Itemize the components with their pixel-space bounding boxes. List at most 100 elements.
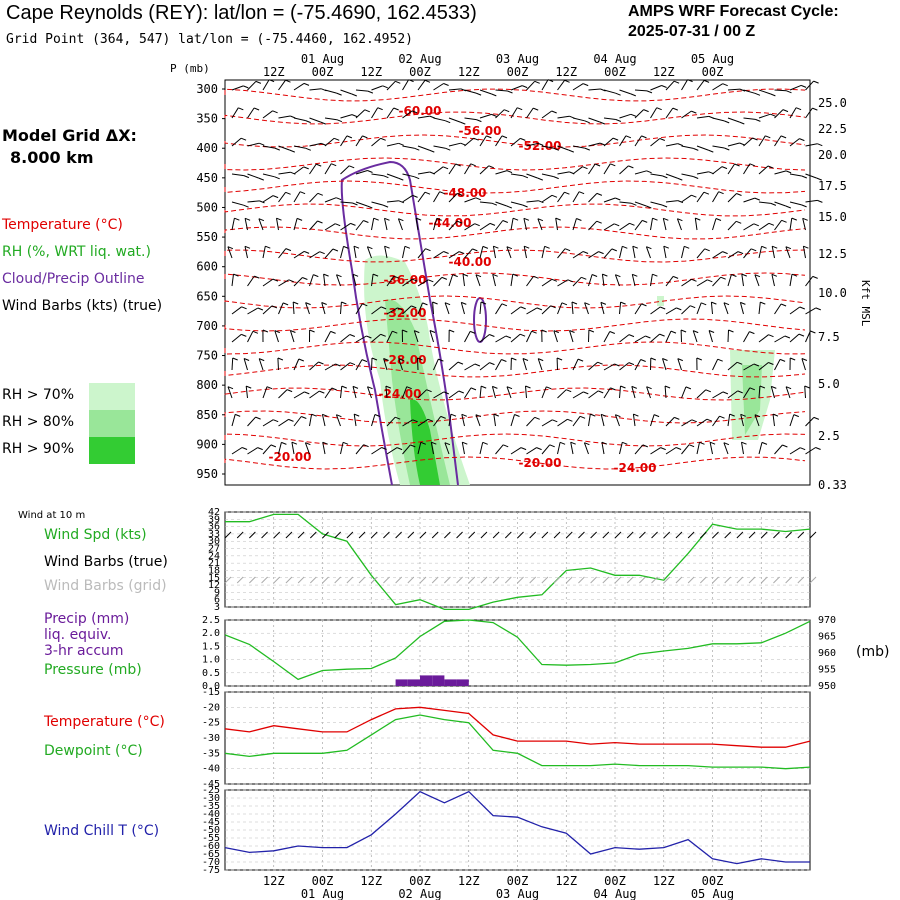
- wind-barb-feather: [749, 331, 755, 335]
- wind-barb-true: [273, 531, 281, 539]
- wind-barb: [526, 447, 537, 455]
- wind-barb-feather: [415, 217, 422, 221]
- bottom-hour-label: 00Z: [312, 874, 334, 888]
- wind-barb-feather: [815, 447, 821, 450]
- wind-barb-feather: [398, 177, 404, 181]
- wind-barb-feather: [544, 245, 550, 249]
- wind-barb-true: [797, 531, 805, 539]
- wind-barb: [802, 218, 806, 231]
- wind-barb-true: [456, 531, 463, 539]
- wind-barb: [493, 414, 496, 427]
- wind-barb-feather: [803, 245, 809, 249]
- wind-barb-feather: [556, 357, 563, 361]
- wind-barb: [727, 414, 731, 427]
- wind-barb-feather: [367, 90, 374, 94]
- wind-barb-feather: [749, 387, 755, 391]
- wind-barb-feather: [492, 385, 498, 389]
- wind-barb-grid: [553, 576, 561, 584]
- wind-barb: [371, 414, 376, 427]
- temperature-contour: [224, 318, 806, 332]
- cycle-line-2: 2025-07-31 / 00 Z: [628, 23, 756, 40]
- wind-barb: [278, 79, 286, 91]
- wind-barb: [681, 79, 689, 91]
- wind-barb-feather: [493, 245, 499, 249]
- wind-barb-feather: [628, 362, 635, 366]
- precip-bar: [456, 679, 469, 686]
- wind-speed-tick-label: 18: [208, 565, 220, 576]
- wind-barb-feather: [610, 163, 616, 167]
- wind-barb-grid: [309, 576, 317, 584]
- wind-barb: [371, 333, 382, 343]
- wind-barb: [495, 444, 504, 455]
- legend-rh90: RH > 90%: [2, 441, 75, 457]
- precip-bar: [395, 679, 408, 686]
- wind-barb-feather: [553, 330, 559, 334]
- wind-barb-true: [760, 531, 768, 539]
- wind-barb-feather: [272, 110, 278, 114]
- bottom-date-label: 05 Aug: [691, 887, 734, 900]
- wind-barb: [572, 145, 585, 149]
- wind-barb-feather: [449, 329, 455, 333]
- grid-point-subtitle: Grid Point (364, 547) lat/lon = (-75.446…: [6, 32, 413, 47]
- bottom-date-label: 02 Aug: [398, 887, 441, 900]
- wind-barb: [417, 248, 426, 259]
- wind-barb-feather: [632, 273, 638, 277]
- wind-barb: [262, 145, 275, 149]
- wind-barb: [789, 414, 795, 427]
- wind-barb-feather: [673, 80, 680, 84]
- wind-barb-feather: [707, 279, 713, 283]
- wind-barb: [355, 135, 363, 147]
- wind-barb: [650, 107, 658, 119]
- wind-barb-feather: [367, 205, 373, 209]
- wind-barb: [323, 274, 326, 287]
- wind-barb-feather: [737, 390, 743, 394]
- wind-barb: [774, 201, 786, 207]
- wind-barb: [789, 201, 802, 206]
- wind-barb-feather: [320, 121, 326, 125]
- wind-barb-true: [773, 531, 780, 539]
- wind-barb-feather: [801, 204, 807, 208]
- wind-barb-feather: [259, 200, 265, 204]
- wind-barb-feather: [398, 358, 404, 362]
- height-tick-label: 25.0: [818, 96, 847, 110]
- wind-barb-feather: [412, 278, 418, 282]
- wind-barb: [475, 274, 481, 287]
- wind-barb-feather: [691, 110, 697, 114]
- wind-barb-true: [297, 531, 305, 539]
- wind-barb: [619, 362, 630, 371]
- wind-barb-feather: [752, 137, 758, 141]
- wind-barb: [417, 115, 430, 119]
- wind-barb: [665, 80, 675, 91]
- wind-barb-grid: [797, 576, 805, 584]
- wind-barb-feather: [737, 361, 743, 365]
- wind-barb: [402, 145, 415, 149]
- wind-barb-feather: [259, 142, 265, 146]
- wind-barb-feather: [395, 416, 401, 420]
- wind-barb-feather: [429, 330, 436, 333]
- wind-barb: [417, 171, 430, 175]
- wind-barb-feather: [813, 80, 819, 84]
- wind-barb: [276, 218, 279, 231]
- wind-barb: [479, 386, 482, 399]
- wind-barb: [293, 117, 306, 122]
- wind-barb-true: [809, 531, 817, 539]
- wind-barb-grid: [748, 576, 756, 584]
- wind-barb: [231, 306, 242, 315]
- wind-barb: [665, 330, 672, 343]
- wind-barb: [541, 278, 553, 287]
- wind-barb: [694, 218, 698, 231]
- wind-barb-feather: [551, 194, 558, 198]
- wind-barb-feather: [695, 217, 701, 221]
- wind-barb-true: [663, 531, 671, 539]
- bottom-hour-label: 12Z: [653, 874, 675, 888]
- wind-barb: [774, 89, 787, 92]
- wind-barb-feather: [677, 218, 683, 222]
- wind-barb: [541, 386, 547, 399]
- wind-barb: [727, 274, 732, 287]
- wind-barb: [681, 246, 685, 259]
- wind-barb: [774, 170, 787, 175]
- wind-barb-feather: [227, 386, 234, 390]
- legend-rh80: RH > 80%: [2, 414, 75, 430]
- wind-barb: [262, 386, 268, 399]
- wind-barb: [340, 301, 342, 315]
